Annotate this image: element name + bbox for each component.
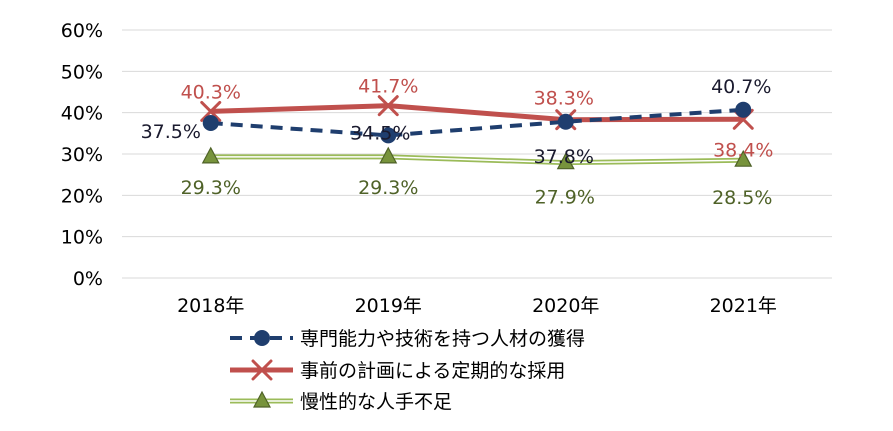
y-tick-label: 0%	[73, 268, 103, 290]
legend-label: 専門能力や技術を持つ人材の獲得	[300, 328, 585, 350]
y-tick-label: 50%	[61, 61, 103, 83]
legend-label: 慢性的な人手不足	[300, 391, 452, 413]
data-point	[253, 390, 271, 408]
x-tick-label: 2021年	[710, 295, 777, 317]
data-label: 41.7%	[358, 76, 418, 98]
y-tick-label: 30%	[61, 144, 103, 166]
data-label: 38.3%	[534, 88, 594, 110]
series-line	[210, 107, 744, 138]
x-axis-tick-labels: 2018年 2019年 2020年 2021年	[177, 295, 777, 317]
data-point	[556, 152, 575, 170]
series-line	[210, 103, 744, 123]
series-layer	[200, 95, 754, 170]
series-3	[201, 146, 753, 170]
data-label: 28.5%	[712, 187, 772, 209]
data-label: 29.3%	[181, 177, 241, 199]
data-point	[251, 359, 273, 381]
legend-label: 事前の計画による定期的な採用	[300, 360, 565, 382]
data-label: 37.8%	[534, 146, 594, 168]
data-point	[200, 100, 222, 122]
data-point	[254, 330, 270, 346]
data-label: 29.3%	[358, 177, 418, 199]
data-label: 40.3%	[181, 81, 241, 103]
data-point	[202, 115, 219, 131]
data-point	[557, 113, 574, 130]
series-2	[200, 95, 754, 131]
data-labels: 37.5% 34.5% 37.8% 40.7% 40.3% 41.7% 38.3% 38.4%…	[141, 76, 774, 210]
legend-item-1: 専門能力や技術を持つ人材の獲得	[230, 328, 585, 350]
legend-item-3: 慢性的な人手不足	[230, 390, 452, 413]
data-label: 34.5%	[350, 122, 410, 144]
x-tick-label: 2020年	[532, 295, 599, 317]
data-point	[201, 146, 220, 164]
data-point	[377, 95, 399, 117]
y-tick-label: 10%	[61, 227, 103, 249]
legend-item-2: 事前の計画による定期的な採用	[230, 359, 565, 382]
data-label: 37.5%	[141, 121, 201, 143]
data-point	[380, 127, 397, 144]
series-line	[210, 154, 744, 166]
data-point	[379, 146, 398, 164]
data-point	[734, 149, 753, 167]
x-tick-label: 2018年	[177, 295, 244, 317]
data-label: 38.4%	[713, 139, 773, 161]
y-axis-tick-labels: 0% 10% 20% 30% 40% 50% 60%	[61, 20, 103, 290]
data-label: 27.9%	[535, 187, 595, 209]
series-1	[202, 101, 752, 144]
y-tick-label: 20%	[61, 185, 103, 207]
y-tick-label: 60%	[61, 20, 103, 42]
data-label: 40.7%	[711, 76, 771, 98]
y-tick-label: 40%	[61, 103, 103, 125]
data-point	[735, 101, 752, 118]
x-tick-label: 2019年	[355, 295, 422, 317]
